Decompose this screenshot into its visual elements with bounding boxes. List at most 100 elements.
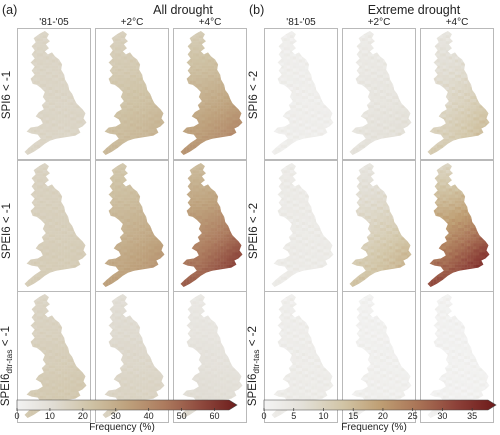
col-title-b-2: +2°C [367,17,391,28]
map-cell [111,144,115,149]
map-cell [24,144,25,149]
map-cell [157,99,161,103]
map-cell [102,138,103,142]
map-cell [235,92,239,97]
map-cell [24,240,25,244]
map-cell [24,50,28,54]
map-cell [73,215,77,220]
map-cell [27,80,31,85]
map-cell [207,114,212,118]
map-cell [67,206,71,210]
map-cell [89,41,90,44]
map-cell [129,59,134,63]
map-cell [55,237,59,241]
map-cell [129,237,134,241]
map-cell [111,50,115,54]
map-cell [36,44,40,48]
map-cell [76,221,80,226]
map-cell [114,173,118,177]
map-cell [18,69,21,72]
map-cell [24,163,28,165]
map-cell [30,62,34,66]
map-cell [192,53,196,57]
map-cell [39,123,44,127]
map-cell [108,206,112,210]
map-cell [220,65,224,69]
map-cell [55,164,59,168]
map-cell [105,50,109,54]
map-cell [85,246,87,250]
map-cell [142,50,146,54]
map-cell [145,74,149,78]
map-cell [39,74,44,78]
map-cell [45,194,50,198]
map-cell [55,276,59,281]
map-cell [85,218,87,223]
map-cell [24,92,25,97]
map-cell [27,203,31,207]
map-cell [186,132,190,136]
map-cell [160,258,164,262]
map-cell [85,164,87,168]
map-cell [145,200,149,204]
map-cell [70,92,74,97]
map-cell [102,150,106,155]
map-cell [30,32,34,36]
map-cell [79,167,83,171]
map-cell [157,170,161,174]
map-cell [189,102,193,106]
map-cell [18,47,21,50]
map-cell [89,259,90,262]
map-cell [117,185,122,189]
map-cell [120,47,125,51]
map-cell [36,234,40,238]
map-cell [102,114,106,118]
map-cell [180,44,184,48]
map-cell [126,65,131,69]
map-cell [186,32,190,36]
col-title-a-3: +4°C [198,17,222,28]
map-cell [151,147,155,152]
map-cell [45,285,50,287]
map-cell [114,147,118,152]
map-cell [180,86,184,91]
map-cell [151,80,155,85]
map-cell [232,141,236,145]
map-cell [167,161,168,164]
map-cell [24,114,28,118]
map-cell [174,133,177,136]
map-cell [114,126,118,130]
map-cell [174,66,177,69]
map-cell [36,117,40,121]
map-cell [18,204,21,207]
map-cell [61,123,65,127]
map-cell [58,194,62,198]
map-cell [48,99,53,103]
map-cell [27,105,31,109]
map-cell [27,276,31,281]
map-cell [151,105,155,109]
map-cell [229,132,233,136]
map-cell [129,209,134,213]
map-cell [51,164,56,168]
map-cell [33,47,37,51]
map-cell [58,273,62,277]
map-cell [82,285,86,287]
map-cell [36,203,40,207]
map-cell [133,206,137,210]
map-cell [163,132,165,136]
map-cell [154,147,158,152]
map-cell [198,74,203,78]
map-cell [183,86,187,91]
map-cell [67,218,71,223]
map-cell [82,86,86,91]
map-cell [85,80,87,85]
map-cell [73,261,77,265]
map-cell [111,71,115,75]
map-cell [151,141,155,145]
map-cell [79,215,83,220]
map-cell [148,215,152,220]
map-cell [67,191,71,195]
map-cell [102,228,106,232]
map-cell [85,105,87,109]
